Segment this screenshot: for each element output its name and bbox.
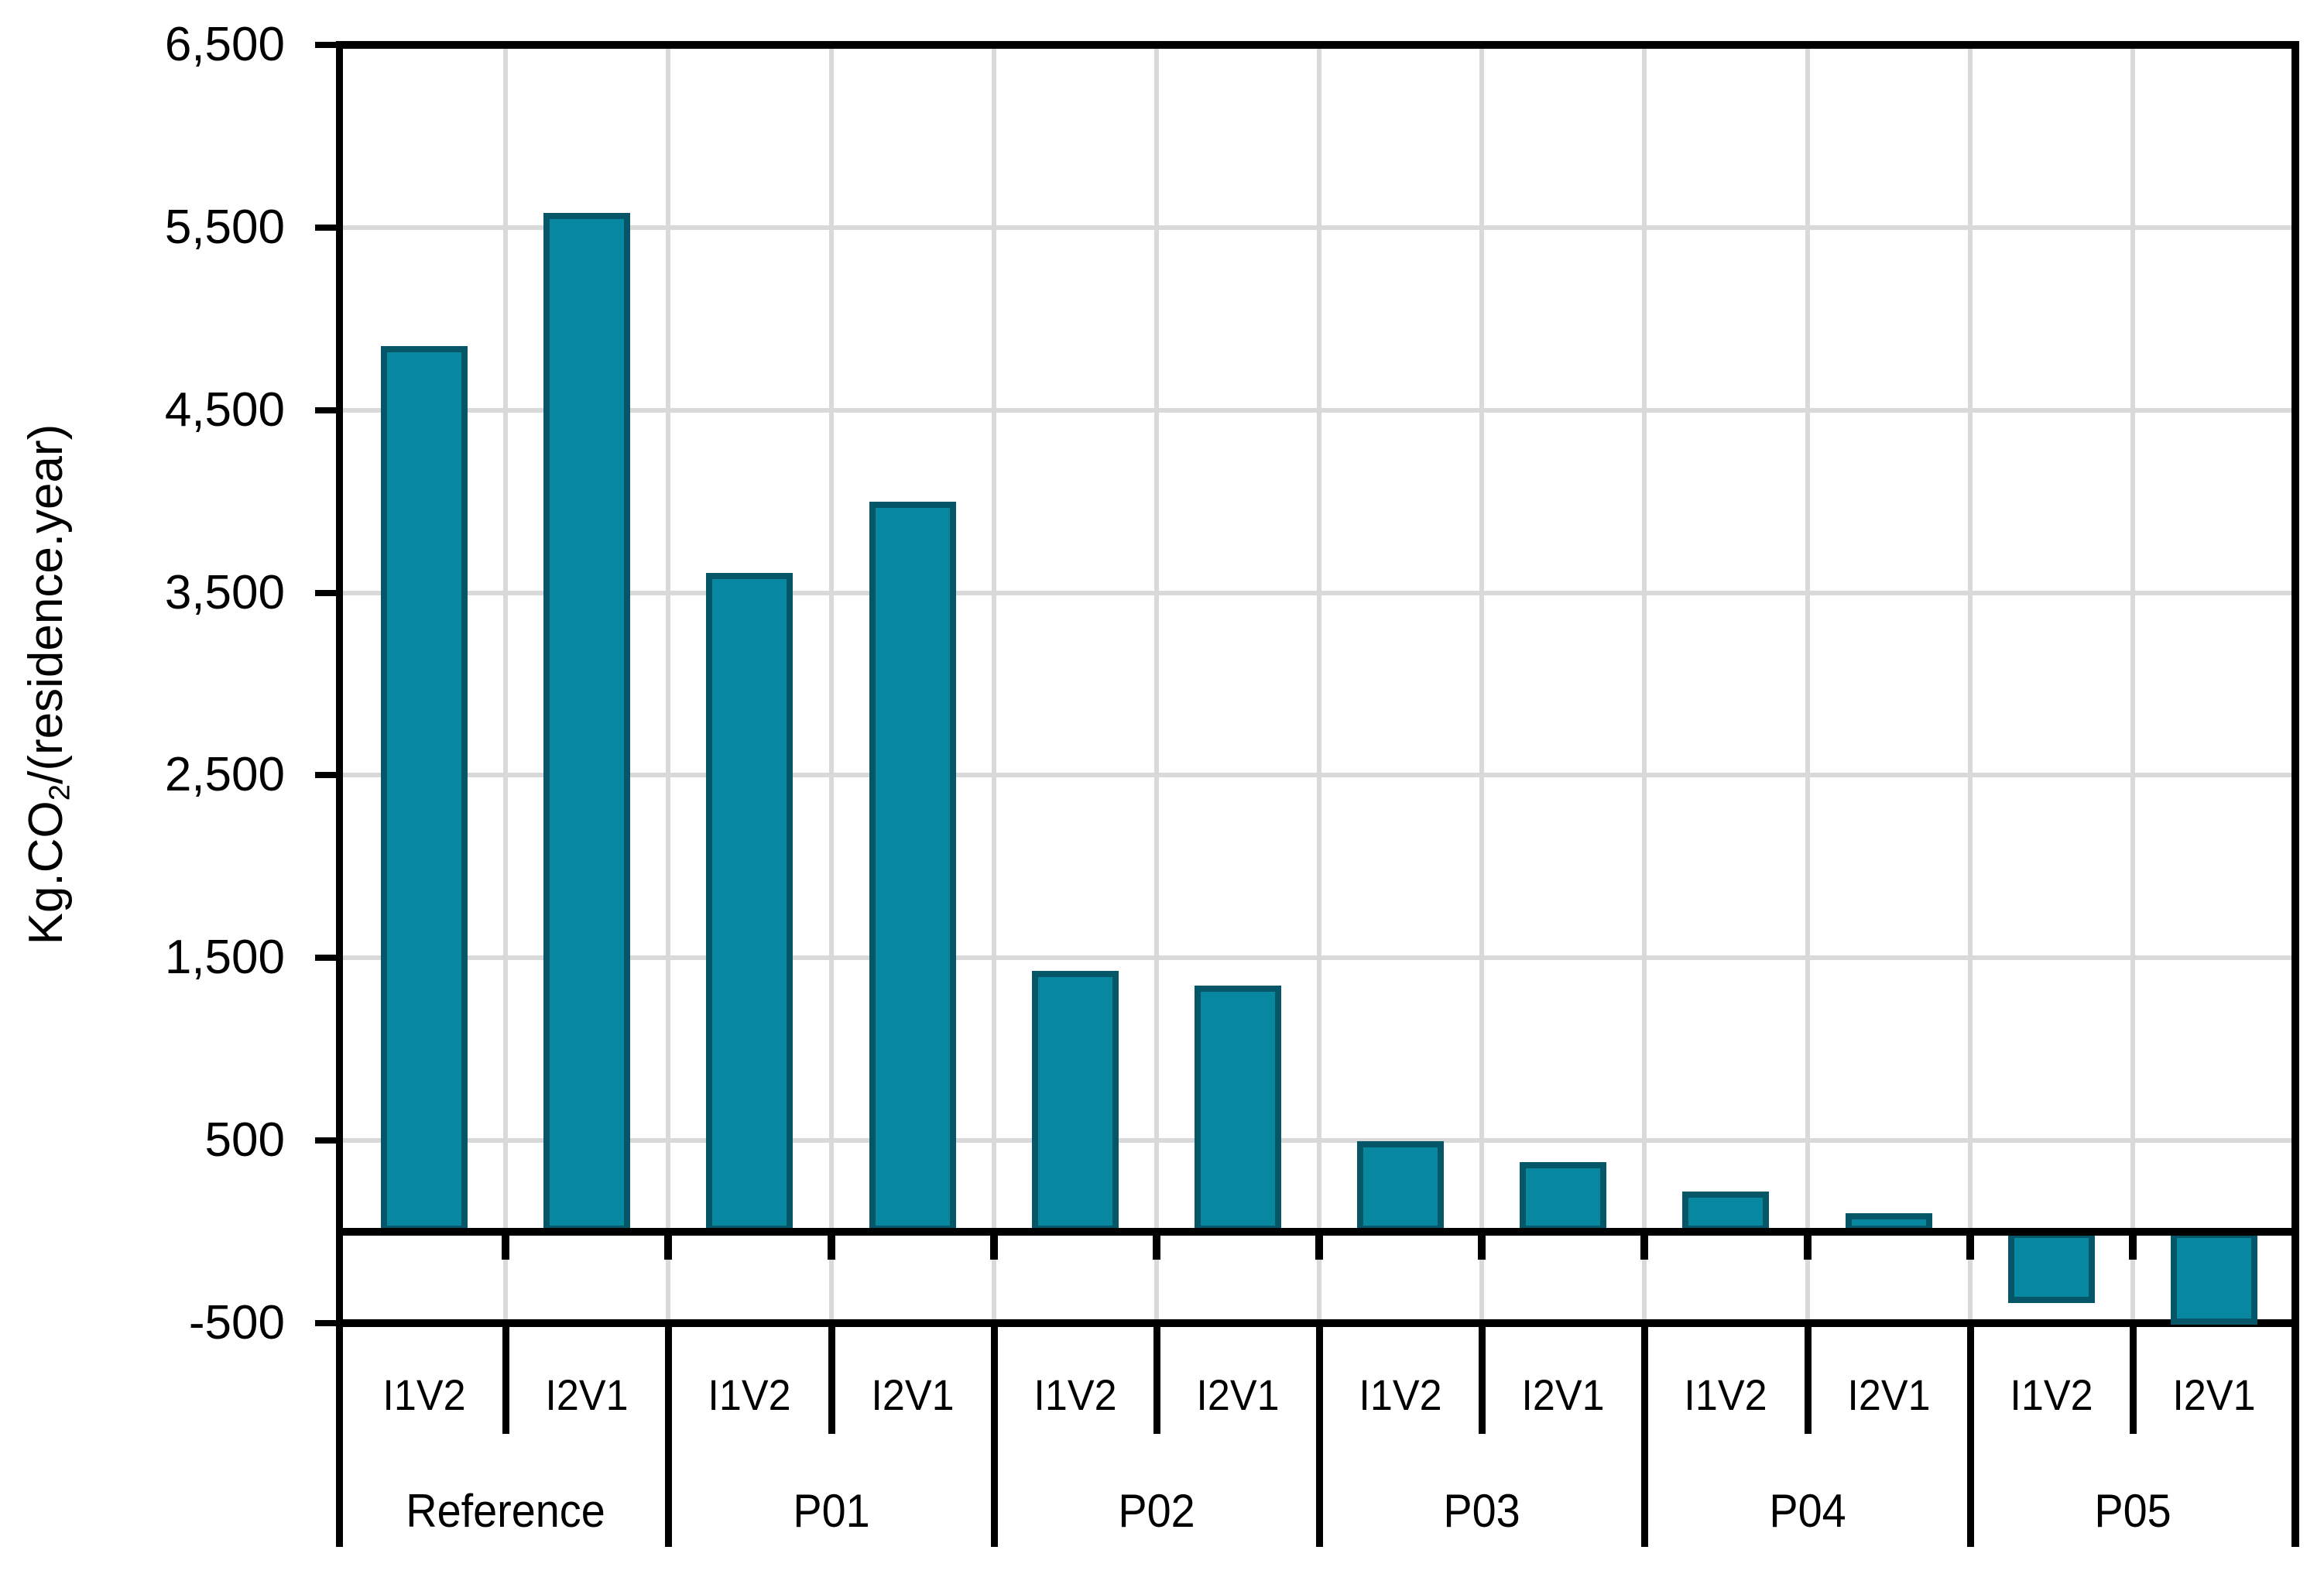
subgroup-separator xyxy=(1479,1323,1486,1434)
x-group-label: P03 xyxy=(1443,1485,1520,1537)
category-tick xyxy=(664,1232,673,1260)
y-tick xyxy=(315,406,337,413)
y-tick xyxy=(315,1137,337,1144)
x-subcategory-label: I2V1 xyxy=(871,1370,955,1419)
bar-reference-i2v1 xyxy=(543,212,631,1233)
y-tick-label: 4,500 xyxy=(164,382,285,437)
bar-p05-i2v1 xyxy=(2170,1232,2257,1325)
y-tick-label: -500 xyxy=(188,1296,285,1349)
y-tick-label: 3,500 xyxy=(164,565,285,619)
group-separator xyxy=(1316,1323,1323,1547)
x-group-label: Reference xyxy=(406,1485,605,1537)
x-subcategory-label: I2V1 xyxy=(1196,1370,1280,1419)
bar-p03-i2v1 xyxy=(1520,1162,1607,1233)
x-group-label: P01 xyxy=(792,1485,870,1537)
bar-p04-i1v2 xyxy=(1682,1192,1770,1233)
v-gridline xyxy=(1153,45,1159,1323)
x-group-label: P02 xyxy=(1118,1485,1195,1537)
y-tick xyxy=(315,42,337,48)
x-subcategory-label: I1V2 xyxy=(2010,1370,2093,1419)
x-subcategory-label: I2V1 xyxy=(1521,1370,1605,1419)
y-tick-label: 6,500 xyxy=(164,18,285,71)
x-subcategory-label: I1V2 xyxy=(1684,1370,1767,1419)
v-gridline xyxy=(1967,45,1973,1323)
subgroup-separator xyxy=(2129,1323,2137,1434)
category-tick xyxy=(1640,1232,1649,1260)
y-tick xyxy=(315,955,337,962)
group-separator xyxy=(1641,1323,1649,1547)
subgroup-separator xyxy=(828,1323,835,1434)
y-tick-label: 1,500 xyxy=(164,931,285,985)
category-tick xyxy=(502,1232,510,1260)
y-tick-label: 500 xyxy=(204,1113,285,1168)
x-subcategory-label: I2V1 xyxy=(2172,1370,2256,1419)
group-separator xyxy=(1966,1323,1974,1547)
x-subcategory-label: I1V2 xyxy=(1359,1370,1442,1419)
subgroup-separator xyxy=(1804,1323,1812,1434)
y-axis-title: Kg.CO2/(residence.year) xyxy=(19,424,77,945)
v-gridline xyxy=(503,45,509,1323)
x-subcategory-label: I1V2 xyxy=(382,1370,466,1419)
bar-p01-i2v1 xyxy=(869,501,956,1233)
bar-p02-i2v1 xyxy=(1194,985,1281,1233)
bar-p03-i1v2 xyxy=(1357,1141,1445,1233)
x-subcategory-label: I2V1 xyxy=(1847,1370,1931,1419)
x-subcategory-label: I2V1 xyxy=(545,1370,629,1419)
category-tick xyxy=(1966,1232,1974,1260)
v-gridline xyxy=(1317,45,1321,1323)
v-gridline xyxy=(1805,45,1810,1323)
y-axis-title-prefix: Kg.CO xyxy=(19,801,73,945)
group-separator xyxy=(665,1323,673,1547)
group-separator xyxy=(990,1323,998,1547)
bar-p05-i1v2 xyxy=(2007,1232,2095,1304)
v-gridline xyxy=(1642,45,1647,1323)
category-tick xyxy=(1152,1232,1160,1260)
category-tick xyxy=(989,1232,998,1260)
category-tick xyxy=(1315,1232,1323,1260)
category-tick xyxy=(1478,1232,1486,1260)
v-gridline xyxy=(828,45,834,1323)
y-tick xyxy=(315,772,337,779)
category-tick xyxy=(2128,1232,2137,1260)
y-axis-line xyxy=(336,41,343,1547)
v-gridline xyxy=(991,45,996,1323)
x-subcategory-label: I1V2 xyxy=(708,1370,791,1419)
x-subcategory-label: I1V2 xyxy=(1033,1370,1117,1419)
subgroup-separator xyxy=(502,1323,510,1434)
category-tick xyxy=(1803,1232,1812,1260)
y-tick xyxy=(315,1320,337,1326)
bar-p02-i1v2 xyxy=(1031,970,1119,1233)
plot-top-border xyxy=(343,41,2295,49)
subgroup-separator xyxy=(1153,1323,1160,1434)
category-tick xyxy=(827,1232,835,1260)
x-group-label: P04 xyxy=(1768,1485,1846,1537)
bar-reference-i1v2 xyxy=(381,346,468,1233)
y-tick-label: 2,500 xyxy=(164,748,285,802)
y-tick xyxy=(315,589,337,596)
bar-p01-i1v2 xyxy=(706,572,794,1233)
v-gridline xyxy=(1479,45,1485,1323)
v-gridline xyxy=(666,45,671,1323)
v-gridline xyxy=(2130,45,2135,1323)
y-tick-label: 5,500 xyxy=(164,200,285,254)
plot-right-border xyxy=(2291,41,2299,1547)
y-tick xyxy=(315,224,337,231)
x-group-label: P05 xyxy=(2094,1485,2171,1537)
